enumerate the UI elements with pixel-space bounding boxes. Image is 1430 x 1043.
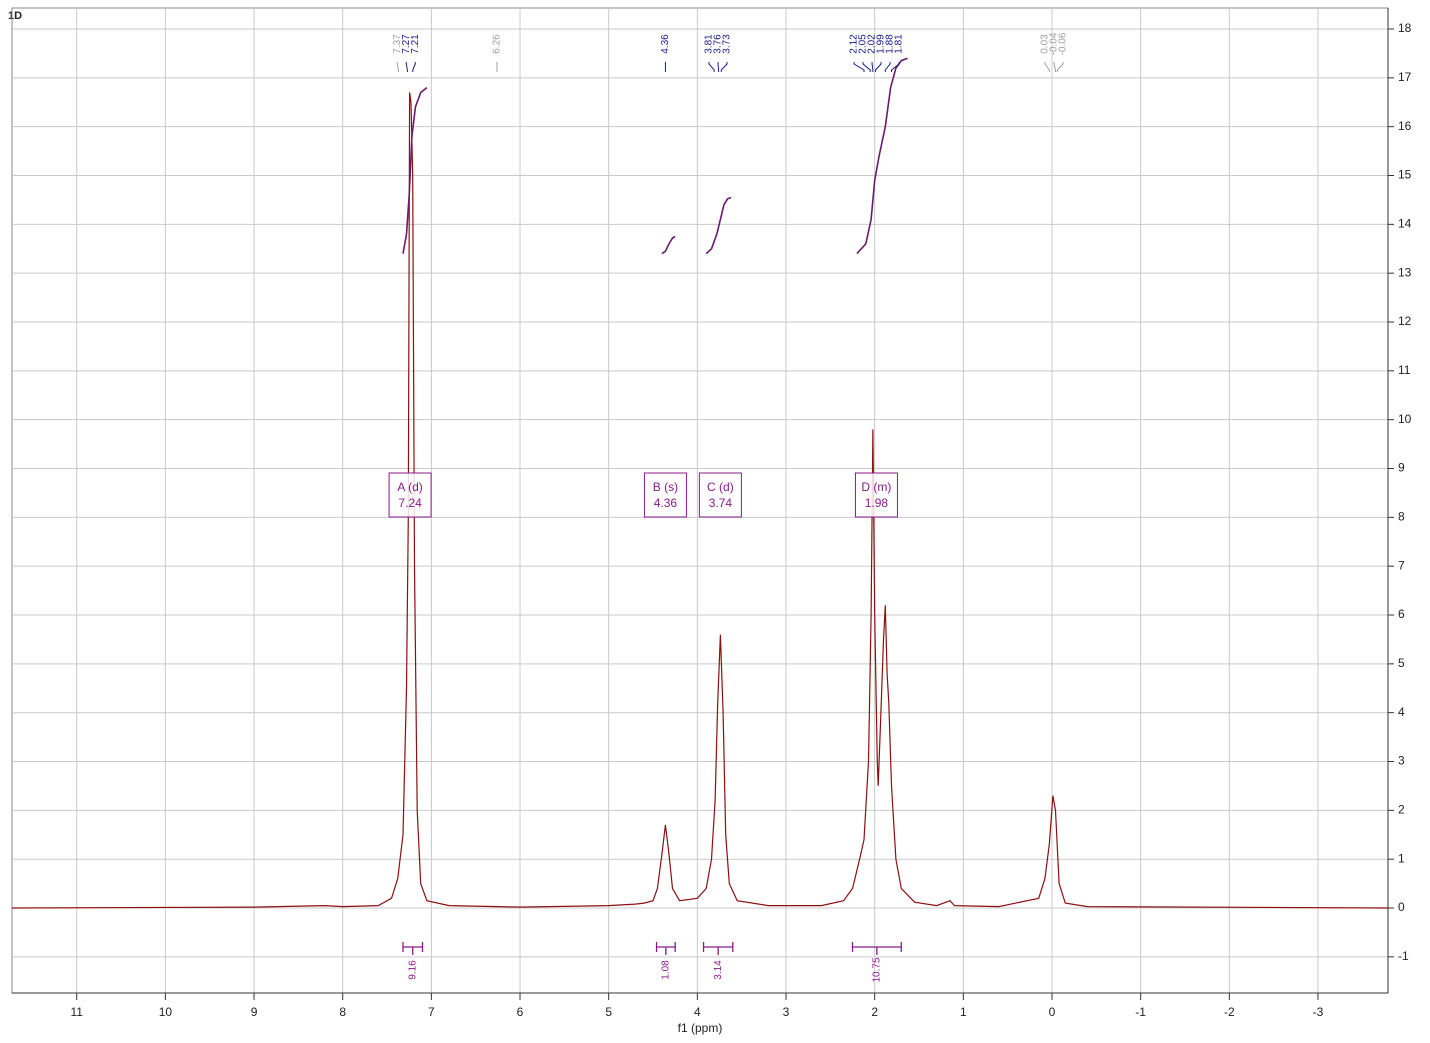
y-tick-label: 10 [1398,412,1412,426]
peak-connector [708,62,715,72]
x-tick-label: 1 [960,1005,967,1019]
x-tick-label: 5 [605,1005,612,1019]
y-tick-label: 1 [1398,851,1405,865]
peak-label: 3.76 [713,34,724,54]
integral-curve [402,86,428,254]
peak-connector [412,62,416,72]
multiplet-box [388,472,432,518]
x-tick-label: 10 [159,1005,173,1019]
integral-bracket [402,942,424,955]
y-tick-label: 6 [1398,607,1405,621]
y-tick-label: 13 [1398,265,1412,279]
multiplet-label: B (s) [653,480,678,494]
peak-label: 6.26 [492,34,503,54]
peak-label: -0.06 [1058,32,1069,55]
x-tick-label: 9 [251,1005,258,1019]
peak-connector [891,62,900,72]
multiplet-shift: 7.24 [398,496,422,510]
multiplet-shift: 3.74 [709,496,733,510]
x-tick-label: 3 [783,1005,790,1019]
x-axis-label: f1 (ppm) [678,1021,723,1035]
x-tick-label: 0 [1049,1005,1056,1019]
peak-connector [1053,62,1057,72]
x-tick-label: 6 [517,1005,524,1019]
peak-connector [720,62,728,72]
peak-label: 7.37 [392,34,403,54]
peak-label: 7.21 [410,34,421,54]
multiplet-shift: 1.98 [865,496,889,510]
integral-curve [661,235,676,255]
y-tick-label: 11 [1398,363,1411,377]
peak-label: 7.27 [401,34,412,54]
y-tick-label: 14 [1398,217,1412,231]
y-tick-label: 12 [1398,314,1412,328]
peak-connector [1044,62,1050,72]
peak-label: 2.05 [858,34,869,54]
x-tick-label: 11 [70,1005,83,1019]
peak-label: 4.36 [660,34,671,54]
peak-connector [1056,62,1064,72]
multiplet-box [643,472,687,518]
peak-connector [405,62,408,72]
x-tick-label: 7 [428,1005,435,1019]
peak-label: -0.04 [1049,32,1060,55]
y-tick-label: 9 [1398,461,1405,475]
y-tick-label: 2 [1398,803,1405,817]
y-tick-label: 18 [1398,21,1412,35]
y-tick-label: 8 [1398,510,1405,524]
multiplet-shift: 4.36 [654,496,678,510]
peak-label: 3.73 [722,34,733,54]
y-tick-label: 0 [1398,900,1405,914]
peak-label: 2.12 [849,34,860,54]
y-tick-label: 17 [1398,70,1412,84]
peak-label: 3.81 [704,34,715,54]
x-tick-label: 4 [694,1005,701,1019]
integral-value: 1.08 [661,960,672,980]
x-tick-label: -1 [1135,1005,1146,1019]
integral-bracket [655,942,676,955]
peak-connector [853,62,865,72]
y-tick-label: 4 [1398,705,1405,719]
peak-connector [396,62,400,72]
corner-label: 1D [8,10,22,22]
integral-bracket [851,942,902,955]
integral-value: 10.75 [872,957,883,982]
y-tick-label: -1 [1398,949,1409,963]
x-tick-label: -2 [1224,1005,1235,1019]
y-tick-label: 15 [1398,168,1412,182]
integral-value: 9.16 [407,960,418,980]
peak-connector [875,62,882,72]
peak-connector [717,62,720,72]
peak-label: 2.02 [867,34,878,54]
y-tick-label: 3 [1398,754,1405,768]
x-tick-label: 2 [871,1005,878,1019]
peak-connector [871,62,874,72]
peak-label: 1.99 [876,34,887,54]
integral-curve [705,196,732,255]
integral-bracket [702,942,734,955]
y-tick-label: 7 [1398,558,1405,572]
multiplet-label: D (m) [861,480,891,494]
peak-connector [884,62,891,72]
x-tick-label: 8 [339,1005,346,1019]
peak-label: 1.88 [885,34,896,54]
y-tick-label: 16 [1398,119,1412,133]
multiplet-box [854,472,898,518]
multiplet-box [698,472,742,518]
multiplet-label: A (d) [397,480,422,494]
peak-label: 0.03 [1040,34,1051,54]
peak-connector [862,62,871,72]
x-tick-label: -3 [1313,1005,1324,1019]
peak-label: 1.81 [894,34,905,54]
integral-value: 3.14 [713,960,724,980]
y-tick-label: 5 [1398,656,1405,670]
spectrum-line [11,92,1389,909]
multiplet-label: C (d) [707,480,734,494]
